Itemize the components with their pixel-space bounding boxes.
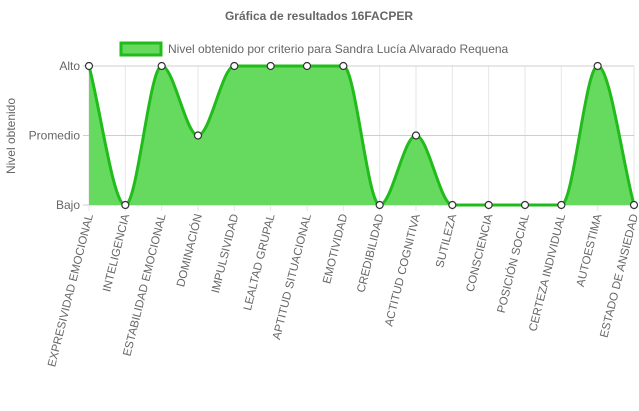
x-tick-label: IMPULSIVIDAD <box>210 213 241 295</box>
x-tick-label: DOMINACIÓN <box>174 213 205 289</box>
data-point[interactable] <box>157 61 166 71</box>
x-tick-label: SUTILEZA <box>434 213 459 270</box>
x-tick-label: ESTADO DE ANSIEDAD <box>599 213 639 339</box>
x-tick-label: EMOTIVIDAD <box>321 213 350 285</box>
x-tick-label: EXPRESIVIDAD EMOCIONAL <box>46 212 96 368</box>
x-tick-label: APTITUD SITUACIONAL <box>271 212 314 341</box>
series <box>84 61 639 210</box>
data-point[interactable] <box>84 61 94 71</box>
x-tick-label: ESTABILIDAD EMOCIONAL <box>122 212 169 357</box>
x-tick-label: INTELIGENCIA <box>101 213 132 294</box>
data-point[interactable] <box>121 200 130 210</box>
data-point[interactable] <box>629 200 639 210</box>
data-point[interactable] <box>411 131 421 140</box>
y-axis-title: Nivel obtenido <box>4 98 18 174</box>
data-point[interactable] <box>375 200 384 210</box>
data-point[interactable] <box>193 131 203 140</box>
data-point[interactable] <box>230 61 239 71</box>
data-point[interactable] <box>266 61 275 71</box>
data-point[interactable] <box>302 61 312 71</box>
x-tick-label: CERTEZA INDIVIDUAL <box>527 212 568 332</box>
y-axis: Bajo Promedio Alto <box>29 59 81 212</box>
data-point[interactable] <box>448 200 457 210</box>
legend[interactable]: Nivel obtenido por criterio para Sandra … <box>119 41 509 57</box>
legend-label: Nivel obtenido por criterio para Sandra … <box>168 42 509 56</box>
y-tick-label: Bajo <box>56 198 80 212</box>
x-tick-label: ACTITUD COGNITIVA <box>383 213 423 328</box>
legend-swatch <box>119 41 163 57</box>
y-tick-label: Promedio <box>29 129 81 143</box>
data-point[interactable] <box>484 200 493 210</box>
x-tick-label: LEALTAD GRUPAL <box>242 212 278 312</box>
data-point[interactable] <box>339 61 348 71</box>
chart-title: Gráfica de resultados 16FACPER <box>225 9 413 23</box>
data-point[interactable] <box>557 200 566 210</box>
data-point[interactable] <box>593 61 602 71</box>
x-tick-label: AUTOESTIMA <box>575 213 605 289</box>
x-axis: EXPRESIVIDAD EMOCIONAL INTELIGENCIAESTABI… <box>46 212 639 368</box>
x-tick-label: CONSCIENCIA <box>465 213 496 294</box>
x-tick-label: POSICIÓN SOCIAL <box>495 212 532 314</box>
data-point[interactable] <box>520 200 530 210</box>
x-tick-label: CREDIBILIDAD <box>355 213 386 294</box>
y-tick-label: Alto <box>59 59 80 73</box>
